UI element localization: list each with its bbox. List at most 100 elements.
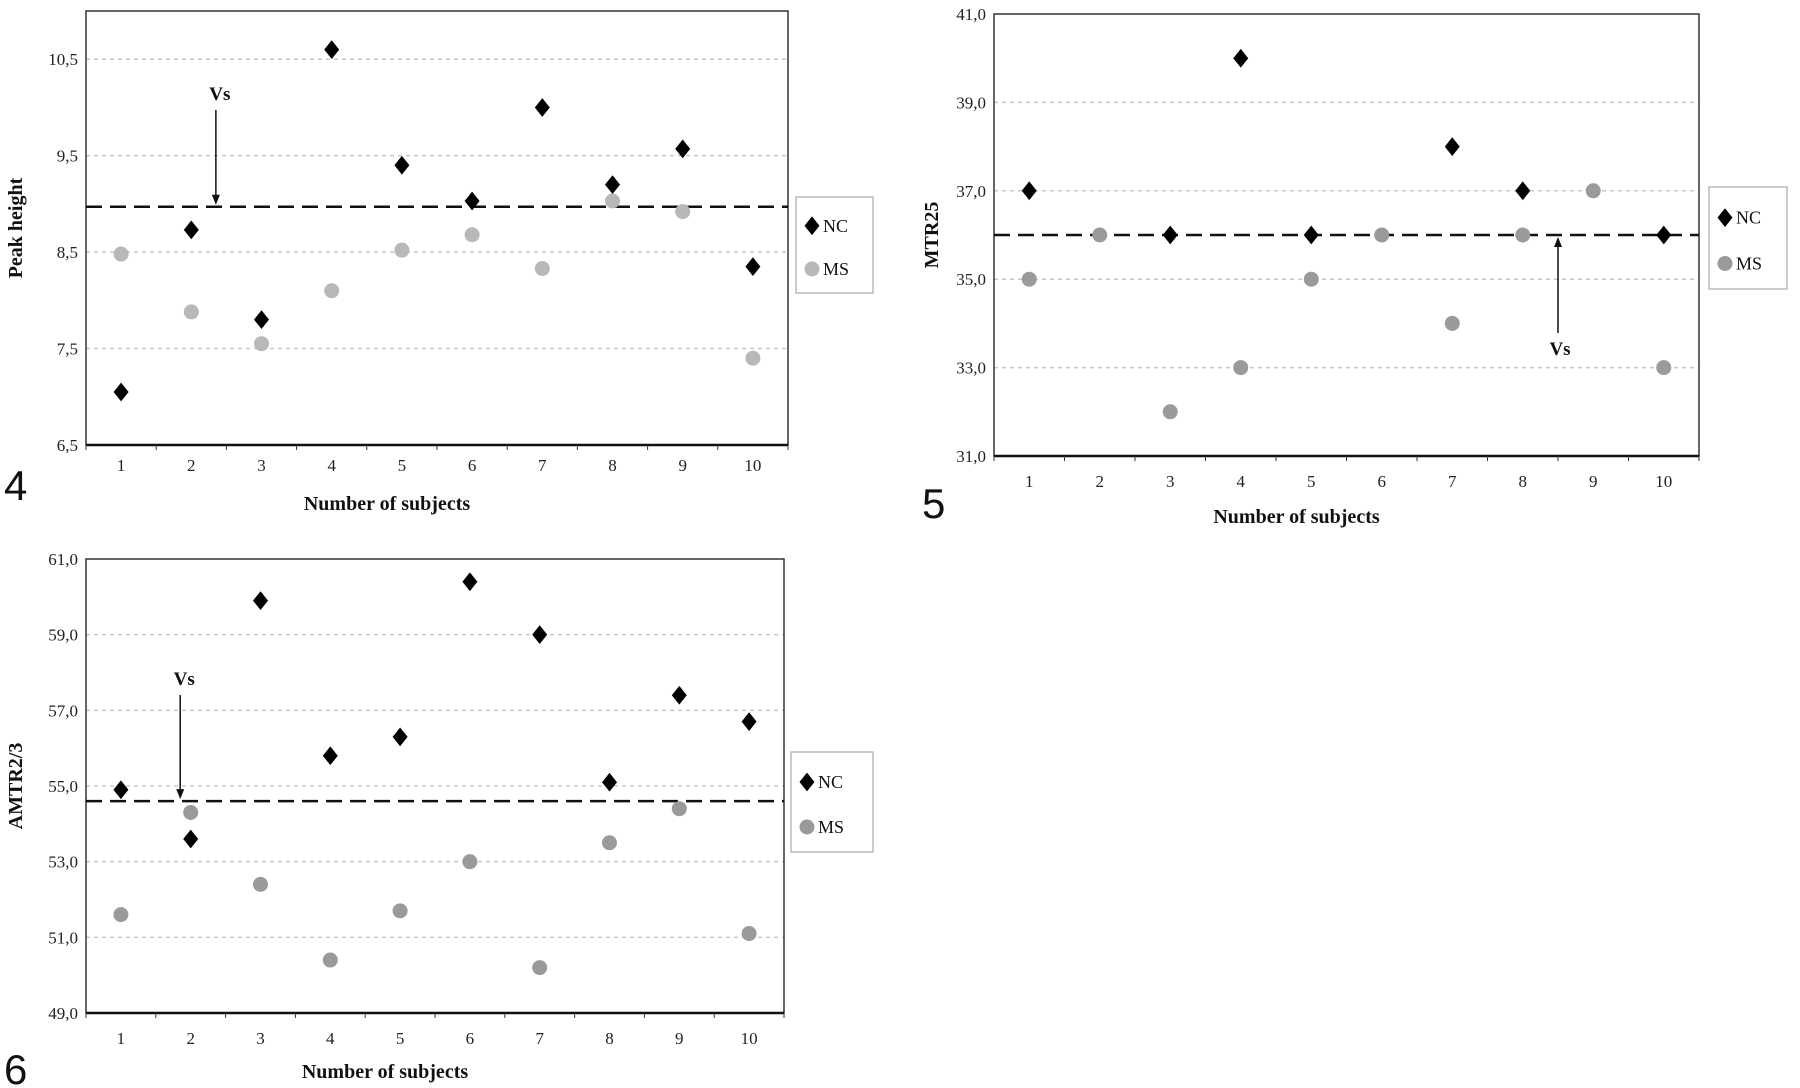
y-tick-label: 59,0: [48, 626, 78, 645]
x-tick-label: 9: [678, 456, 687, 475]
x-tick-label: 4: [327, 456, 336, 475]
legend-label-ms: MS: [823, 259, 849, 279]
x-tick-label: 8: [605, 1029, 614, 1048]
x-tick-label: 5: [1307, 472, 1316, 491]
y-tick-label: 35,0: [956, 270, 986, 289]
vs-label: Vs: [1549, 339, 1570, 360]
data-point-ms: [675, 204, 691, 220]
panel-label: 6: [4, 1046, 27, 1088]
legend-marker-ms: [804, 261, 820, 277]
y-tick-label: 6,5: [57, 436, 78, 455]
y-tick-label: 8,5: [57, 243, 78, 262]
data-point-nc: [392, 727, 408, 747]
data-point-nc: [1444, 137, 1460, 156]
y-tick-label: 31,0: [956, 447, 986, 466]
legend-marker-nc: [1717, 208, 1733, 227]
legend-marker-ms: [799, 819, 815, 835]
data-point-nc: [464, 191, 480, 211]
x-tick-label: 2: [1096, 472, 1105, 491]
data-point-nc: [1656, 225, 1672, 245]
y-tick-label: 39,0: [956, 93, 986, 112]
data-point-ms: [1656, 360, 1672, 376]
data-point-ms: [253, 876, 268, 892]
x-tick-label: 9: [1589, 472, 1598, 491]
x-tick-label: 3: [256, 1029, 265, 1048]
data-point-nc: [324, 40, 340, 59]
data-point-nc: [113, 780, 129, 800]
data-point-ms: [392, 903, 408, 919]
x-tick-label: 2: [187, 456, 196, 475]
x-tick-label: 5: [396, 1029, 405, 1048]
legend: NC MS: [795, 196, 874, 294]
data-point-ms: [1303, 271, 1319, 287]
data-point-ms: [745, 350, 761, 366]
x-tick-label: 10: [741, 1029, 758, 1048]
data-point-ms: [113, 907, 129, 923]
data-point-nc: [183, 220, 199, 240]
data-point-ms: [324, 283, 340, 299]
data-point-nc: [394, 155, 410, 175]
x-tick-label: 10: [1655, 472, 1672, 491]
data-point-ms: [183, 304, 199, 320]
data-point-nc: [1515, 181, 1531, 201]
legend-label-ms: MS: [818, 817, 844, 837]
data-point-ms: [1021, 271, 1037, 287]
y-tick-label: 51,0: [48, 928, 78, 947]
legend-marker-ms: [1717, 256, 1733, 271]
legend-box: [1708, 186, 1788, 290]
x-tick-label: 1: [117, 456, 126, 475]
panel-label: 5: [922, 480, 945, 527]
x-tick-label: 7: [538, 456, 547, 475]
data-point-nc: [532, 625, 548, 645]
x-tick-label: 3: [257, 456, 266, 475]
data-point-nc: [1021, 181, 1037, 201]
y-tick-label: 61,0: [48, 550, 78, 569]
data-point-ms: [671, 801, 687, 817]
data-point-nc: [741, 712, 757, 732]
legend-label-nc: NC: [823, 216, 848, 236]
data-point-ms: [602, 835, 617, 851]
x-tick-label: 2: [186, 1029, 195, 1048]
legend-box: [790, 751, 874, 853]
legend-box: [795, 196, 874, 294]
y-axis-title: MTR25: [921, 202, 943, 269]
data-point-nc: [183, 829, 199, 849]
data-point-ms: [741, 926, 757, 942]
legend-marker-nc: [804, 216, 820, 236]
x-tick-label: 6: [1378, 472, 1387, 491]
y-tick-label: 53,0: [48, 853, 78, 872]
data-point-nc: [602, 772, 617, 792]
chart-panel-4: 6,5 7,5 8,5 9,5 10,5 1 2 3 4 5 6 7 8 9 10 Number of sub…: [4, 10, 874, 515]
x-tick-label: 9: [675, 1029, 684, 1048]
vs-arrow-head: [176, 789, 185, 800]
x-tick-label: 5: [398, 456, 407, 475]
y-tick-label: 10,5: [48, 50, 78, 69]
y-tick-label: 33,0: [956, 359, 986, 378]
data-point-nc: [254, 310, 269, 329]
data-point-nc: [113, 382, 129, 402]
data-point-nc: [462, 572, 478, 592]
legend: NC MS: [790, 751, 874, 853]
data-point-nc: [253, 591, 268, 610]
data-point-ms: [605, 193, 620, 209]
vs-label: Vs: [209, 84, 230, 105]
data-point-ms: [464, 227, 480, 243]
data-point-nc: [605, 175, 620, 194]
panel-label: 4: [4, 462, 27, 509]
y-axis-title: Peak height: [5, 177, 27, 278]
y-axis-title: AMTR2/3: [5, 743, 27, 830]
data-point-nc: [322, 746, 338, 766]
data-point-nc: [1233, 48, 1249, 68]
y-tick-label: 49,0: [48, 1004, 78, 1023]
x-tick-label: 4: [1237, 472, 1246, 491]
x-tick-label: 8: [608, 456, 617, 475]
y-tick-label: 55,0: [48, 777, 78, 796]
data-point-ms: [322, 952, 338, 968]
x-tick-label: 8: [1519, 472, 1528, 491]
vs-label: Vs: [174, 669, 195, 690]
legend-marker-nc: [799, 772, 815, 792]
y-tick-label: 9,5: [57, 147, 78, 166]
chart-panel-5: 31,0 33,0 35,0 37,0 39,0 41,0 1 2 3 4 5 6 7 8 9 10 Numbe…: [921, 5, 1788, 528]
data-point-ms: [1515, 227, 1531, 243]
x-tick-label: 3: [1166, 472, 1175, 491]
